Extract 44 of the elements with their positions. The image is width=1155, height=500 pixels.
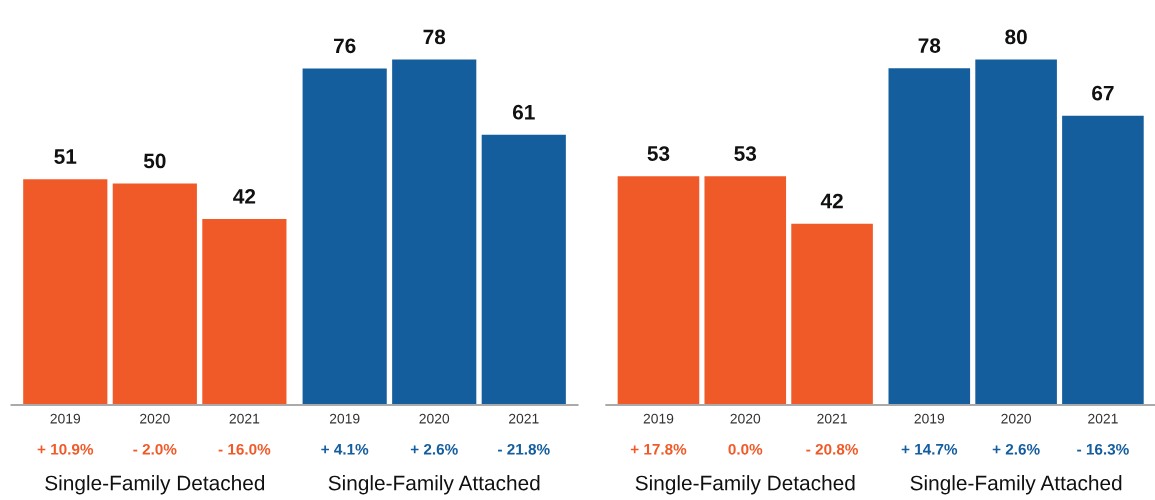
data-label: 78 <box>423 29 446 45</box>
text: Single-Family Attached <box>328 475 540 495</box>
data-label: 67 <box>1092 85 1114 101</box>
x-tick-label: 2019 <box>643 413 674 424</box>
data-label: 53 <box>734 146 757 161</box>
x-tick-label: 2019 <box>329 413 360 424</box>
data-label: 42 <box>233 189 256 204</box>
x-tick-label: 2021 <box>817 413 847 424</box>
x-tick-label: 2020 <box>1001 413 1032 424</box>
data-label: 53 <box>647 146 670 161</box>
x-tick-label: 2019 <box>50 413 81 424</box>
x-tick-label: 2019 <box>914 413 945 424</box>
bar <box>704 176 787 405</box>
x-tick-label: 2020 <box>140 413 170 424</box>
x-tick-label: 2021 <box>1088 413 1118 424</box>
text: + 14.7% <box>901 443 958 455</box>
bar <box>975 59 1057 405</box>
text: - 16.3% <box>1077 443 1129 455</box>
text: + 17.8% <box>630 443 687 455</box>
x-tick-label: 2020 <box>730 413 761 424</box>
x-tick-label: 2020 <box>419 413 450 424</box>
x-tick-label: 2021 <box>509 413 539 424</box>
text: - 2.0% <box>133 443 177 455</box>
data-label: 42 <box>820 193 843 209</box>
data-label: 76 <box>333 38 356 54</box>
text: Single-Family Attached <box>910 475 1122 495</box>
text: - 21.8% <box>498 443 550 455</box>
bar <box>1062 115 1144 405</box>
text: + 4.1% <box>321 443 369 455</box>
text: - 16.0% <box>218 443 271 455</box>
bar <box>617 176 700 405</box>
data-label: 80 <box>1005 29 1027 45</box>
text: 0.0% <box>728 443 763 455</box>
x-tick-label: 2021 <box>229 413 260 424</box>
data-label: 61 <box>512 104 535 120</box>
text: + 2.6% <box>410 443 458 455</box>
data-label: 50 <box>143 153 166 169</box>
text: Single-Family Detached <box>635 475 855 495</box>
text: - 20.8% <box>806 443 858 455</box>
data-label: 51 <box>54 149 77 164</box>
data-label: 78 <box>918 38 941 53</box>
text: Single-Family Detached <box>45 475 265 495</box>
text: + 2.6% <box>992 443 1040 455</box>
text: + 10.9% <box>37 443 94 455</box>
